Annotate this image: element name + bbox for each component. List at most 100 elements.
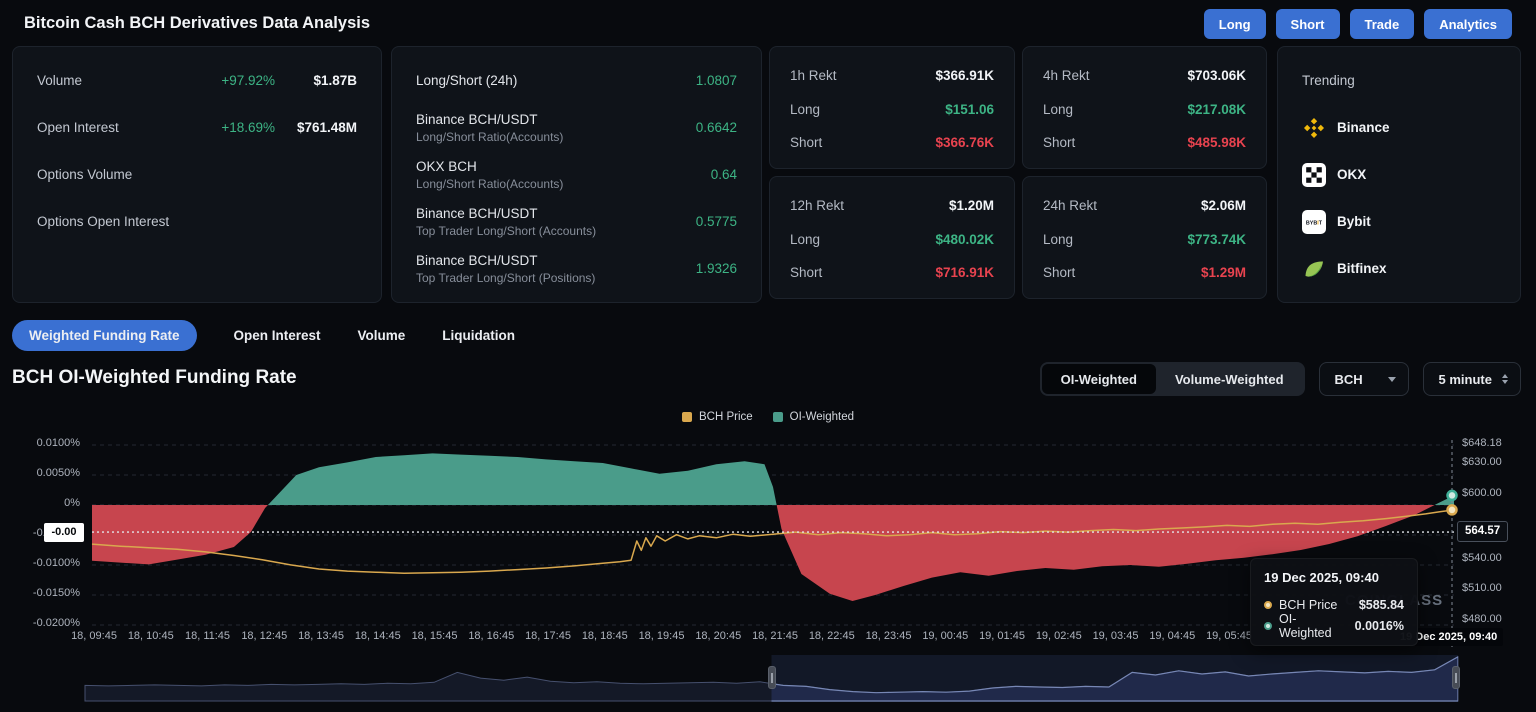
chart-tooltip: 19 Dec 2025, 09:40 BCH Price $585.84 OI-…	[1250, 558, 1418, 646]
rekt-total: $1.20M	[948, 198, 994, 214]
axis-tick-label: 18, 18:45	[581, 630, 628, 642]
ratio-row: Long/Short (24h) 1.0807	[416, 57, 737, 104]
trending-item-label: Bybit	[1337, 214, 1371, 229]
ratio-row: OKX BCH Long/Short Ratio(Accounts) 0.64	[416, 151, 737, 198]
interval-select[interactable]: 5 minute	[1422, 362, 1521, 396]
svg-text:BYBIT: BYBIT	[1306, 220, 1323, 226]
stat-label: Options Open Interest	[37, 214, 170, 229]
bch-price-swatch	[681, 412, 692, 422]
axis-tick-label: 19, 02:45	[1035, 630, 1082, 642]
trending-item-bybit[interactable]: BYBIT Bybit	[1302, 198, 1496, 245]
crosshair-date-badge: 19 Dec 2025, 09:40	[1394, 628, 1504, 646]
rekt-long-label: Long	[790, 101, 821, 117]
rekt-short-label: Short	[790, 135, 823, 151]
axis-tick-label: 18, 22:45	[808, 630, 855, 642]
ratio-value: 1.9326	[695, 261, 737, 276]
rekt-short-value: $1.29M	[1200, 265, 1246, 281]
ratio-value: 0.6642	[695, 120, 737, 135]
short-button[interactable]: Short	[1275, 9, 1340, 39]
navigator-selection[interactable]	[772, 655, 1458, 702]
toggle-volume-weighted[interactable]: Volume-Weighted	[1174, 371, 1284, 387]
long-short-ratio-card: Long/Short (24h) 1.0807 Binance BCH/USDT…	[391, 46, 762, 303]
tab-weighted-funding-rate[interactable]: Weighted Funding Rate	[12, 319, 197, 351]
rekt-long-label: Long	[790, 231, 821, 247]
weighting-toggle: OI-Weighted Volume-Weighted	[1039, 362, 1305, 396]
page-title: Bitcoin Cash BCH Derivatives Data Analys…	[24, 14, 371, 32]
oi-weighted-swatch	[772, 412, 783, 422]
stat-row-open-interest: Open Interest +18.69% $761.48M	[37, 104, 357, 151]
ratio-value: 0.64	[710, 167, 737, 182]
tab-open-interest[interactable]: Open Interest	[233, 327, 321, 343]
okx-icon	[1302, 162, 1326, 187]
rekt-period: 4h Rekt	[1043, 68, 1090, 84]
axis-tick-label: 0.0050%	[36, 467, 80, 479]
trade-button[interactable]: Trade	[1349, 9, 1415, 39]
header-actions: Long Short Trade Analytics	[1203, 9, 1512, 39]
interval-select-value: 5 minute	[1438, 371, 1492, 387]
rekt-12h-card: 12h Rekt $1.20M Long $480.02K Short $716.91…	[769, 176, 1015, 299]
ratio-row: Binance BCH/USDT Top Trader Long/Short (…	[416, 198, 737, 245]
tooltip-rate-label: OI-Weighted	[1279, 611, 1332, 640]
chart-section-title: BCH OI-Weighted Funding Rate	[12, 367, 297, 388]
axis-tick-label: $480.00	[1462, 613, 1502, 625]
rekt-long-value: $773.74K	[1187, 231, 1246, 247]
ratio-subtitle: Top Trader Long/Short (Positions)	[416, 270, 596, 285]
chart-tabs: Weighted Funding Rate Open Interest Volu…	[12, 319, 515, 351]
ratio-row: Binance BCH/USDT Long/Short Ratio(Accoun…	[416, 104, 737, 151]
updown-arrows-icon	[1502, 374, 1508, 384]
tooltip-price-value: $585.84	[1358, 597, 1404, 612]
rekt-long-label: Long	[1043, 231, 1074, 247]
legend-item-bch-price[interactable]: BCH Price	[681, 411, 753, 423]
rekt-period: 1h Rekt	[790, 68, 837, 84]
rekt-long-value: $151.06	[945, 101, 994, 117]
tab-liquidation[interactable]: Liquidation	[442, 327, 516, 343]
tab-volume[interactable]: Volume	[357, 327, 406, 343]
axis-tick-label: 19, 00:45	[922, 630, 969, 642]
navigator-handle-right[interactable]	[1452, 666, 1460, 689]
rekt-period: 12h Rekt	[790, 198, 845, 214]
axis-tick-label: $600.00	[1462, 487, 1502, 499]
chevron-down-icon	[1387, 376, 1396, 382]
chart-controls: OI-Weighted Volume-Weighted BCH 5 minute	[1039, 362, 1521, 396]
axis-tick-label: -0.0200%	[32, 617, 80, 629]
trending-item-bitfinex[interactable]: Bitfinex	[1302, 245, 1496, 292]
rekt-short-value: $366.76K	[935, 135, 994, 151]
stat-value: $761.48M	[296, 120, 357, 135]
stat-row-options-open-interest: Options Open Interest	[37, 198, 357, 245]
legend-item-oi-weighted[interactable]: OI-Weighted	[772, 411, 855, 423]
axis-tick-label: 18, 21:45	[752, 630, 798, 642]
symbol-select-value: BCH	[1334, 371, 1363, 387]
trending-card: Trending Binance OKX BYBIT Bybit Bitfine…	[1277, 46, 1521, 303]
ratio-title: Binance BCH/USDT	[416, 111, 538, 127]
trending-item-label: Binance	[1337, 120, 1390, 135]
legend-label: BCH Price	[698, 411, 753, 423]
analytics-button[interactable]: Analytics	[1424, 9, 1512, 39]
axis-tick-label: $648.18	[1462, 437, 1502, 449]
rekt-1h-card: 1h Rekt $366.91K Long $151.06 Short $366.76…	[769, 46, 1015, 169]
trending-item-binance[interactable]: Binance	[1302, 104, 1496, 151]
axis-tick-label: 19, 01:45	[979, 630, 1025, 642]
axis-tick-label: 19, 03:45	[1092, 630, 1139, 642]
ratio-subtitle: Long/Short Ratio(Accounts)	[416, 176, 564, 191]
rekt-4h-card: 4h Rekt $703.06K Long $217.08K Short $485.9…	[1022, 46, 1267, 169]
axis-tick-label: 19, 05:45	[1206, 630, 1252, 642]
tooltip-datetime: 19 Dec 2025, 09:40	[1264, 570, 1379, 585]
stat-row-options-volume: Options Volume	[37, 151, 357, 198]
navigator-handle-left[interactable]	[768, 666, 776, 689]
long-button[interactable]: Long	[1203, 9, 1266, 39]
trending-item-okx[interactable]: OKX	[1302, 151, 1496, 198]
axis-tick-label: 18, 23:45	[865, 630, 912, 642]
rekt-24h-card: 24h Rekt $2.06M Long $773.74K Short $1.29M	[1022, 176, 1267, 299]
rekt-period: 24h Rekt	[1043, 198, 1098, 214]
axis-tick-label: 18, 16:45	[468, 630, 515, 642]
ratio-subtitle: Long/Short Ratio(Accounts)	[416, 129, 564, 144]
rekt-short-value: $485.98K	[1187, 135, 1246, 151]
trending-item-label: OKX	[1337, 167, 1367, 182]
stat-label: Volume	[37, 73, 83, 88]
legend-label: OI-Weighted	[789, 411, 855, 423]
binance-icon	[1304, 117, 1324, 138]
rekt-long-value: $480.02K	[935, 231, 994, 247]
rekt-long-label: Long	[1043, 101, 1074, 117]
symbol-select[interactable]: BCH	[1318, 362, 1409, 396]
toggle-oi-weighted[interactable]: OI-Weighted	[1041, 364, 1156, 394]
